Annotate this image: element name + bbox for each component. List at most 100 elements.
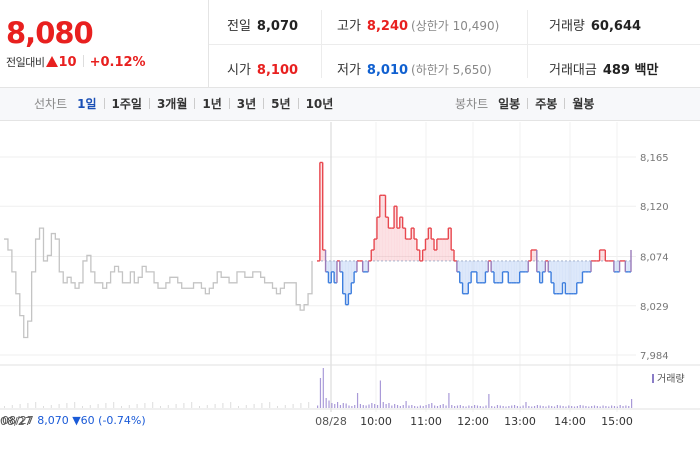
price-area (362, 260, 366, 272)
trade-value-label: 거래대금 (549, 63, 597, 78)
price-area (562, 260, 566, 283)
period-button-4[interactable]: 3년 (236, 97, 257, 111)
volume-bar (579, 405, 581, 408)
price-area (568, 260, 572, 294)
price-area (331, 260, 335, 272)
volume-bar (11, 405, 13, 408)
divider (194, 98, 196, 109)
price-area (579, 260, 583, 283)
price-area (556, 260, 560, 294)
volume-bar (528, 406, 530, 408)
candle-button-0[interactable]: 일봉 (498, 97, 521, 111)
volume-bar (454, 406, 456, 408)
candle-chart-periods: 봉차트 일봉 주봉 월봉 (455, 88, 594, 121)
price-area (416, 249, 420, 261)
price-area (431, 239, 435, 261)
price-area (374, 239, 378, 261)
volume-bar (628, 406, 630, 408)
volume-bar (191, 402, 193, 408)
divider (82, 55, 84, 67)
volume-bar (359, 404, 362, 408)
candle-button-1[interactable]: 주봉 (535, 97, 558, 111)
volume-bar (382, 402, 384, 408)
volume-bar (50, 405, 52, 408)
price-area (456, 260, 460, 272)
price-area (442, 239, 446, 261)
volume-bar (593, 405, 596, 408)
price-area (339, 260, 343, 272)
price-area (414, 239, 418, 261)
price-area (394, 206, 398, 261)
volume-bar (582, 405, 584, 408)
volume-bar (339, 405, 342, 408)
volume-bar (74, 402, 76, 408)
volume-bar (214, 404, 216, 408)
volume-bar (345, 403, 347, 408)
volume-bar (376, 405, 379, 408)
price-area (382, 195, 386, 261)
volume-bar (613, 406, 616, 408)
period-button-5[interactable]: 5년 (271, 97, 291, 111)
volume-bar (348, 405, 350, 408)
price-area (405, 239, 409, 261)
period-button-1[interactable]: 1주일 (111, 97, 142, 111)
price-area (425, 239, 429, 261)
volume-bar (128, 405, 130, 408)
period-button-3[interactable]: 1년 (202, 97, 222, 111)
price-area (479, 260, 483, 283)
open-stat: 시가 8,100 (227, 59, 298, 78)
prev-day-change: 60 (80, 414, 95, 427)
divider (564, 98, 566, 109)
price-area (505, 260, 509, 272)
candle-button-2[interactable]: 월봉 (572, 97, 595, 111)
quote-summary: 8,080 전일대비 10 +0.12% 전일 8,070 고가 8,240 (상한가 1… (0, 0, 700, 88)
volume-bar (545, 406, 547, 408)
volume-bar (573, 406, 576, 408)
price-area (565, 260, 569, 294)
volume-bar (625, 405, 627, 408)
line-chart-label: 선차트 (34, 97, 68, 111)
price-area (465, 260, 469, 294)
price-area (602, 249, 606, 261)
volume-bar (422, 406, 424, 408)
volume-bar (568, 405, 570, 408)
change-amount: 10 (58, 55, 77, 70)
price-area (616, 260, 620, 272)
volume-bar (548, 405, 550, 408)
price-area (348, 260, 352, 294)
low-stat: 저가 8,010 (하한가 5,650) (337, 59, 492, 78)
divider (297, 98, 299, 109)
divider (527, 10, 528, 78)
high-value: 8,240 (366, 19, 409, 34)
y-tick-label: 8,120 (640, 202, 669, 213)
volume-bar (167, 405, 169, 408)
volume-bar (222, 403, 224, 408)
volume-bar (4, 406, 5, 408)
price-area (459, 260, 463, 283)
volume-bar (183, 403, 185, 408)
volume-bar (513, 405, 516, 408)
price-area (402, 228, 406, 261)
volume-bar (322, 368, 324, 408)
divider (263, 98, 265, 109)
down-triangle-icon: ▼ (72, 414, 81, 427)
volume-bar (616, 406, 618, 408)
price-area (388, 228, 392, 261)
period-button-2[interactable]: 3개월 (156, 97, 188, 111)
volume-bar (308, 402, 310, 408)
price-area (533, 249, 537, 261)
price-area (322, 249, 326, 261)
volume-label: 거래량 (549, 19, 585, 34)
volume-bar (379, 380, 381, 408)
volume-bar (556, 405, 558, 408)
volume-bar (434, 405, 436, 408)
period-button-6[interactable]: 10년 (305, 97, 334, 111)
price-area (493, 260, 498, 283)
price-area (428, 228, 432, 261)
volume-bar (277, 406, 278, 408)
prev-day-change-pct: (-0.74%) (98, 414, 146, 427)
volume-bar (499, 405, 501, 408)
price-area (599, 249, 603, 261)
period-button-0[interactable]: 1일 (77, 97, 97, 111)
x-tick-label: 12:00 (457, 415, 489, 428)
